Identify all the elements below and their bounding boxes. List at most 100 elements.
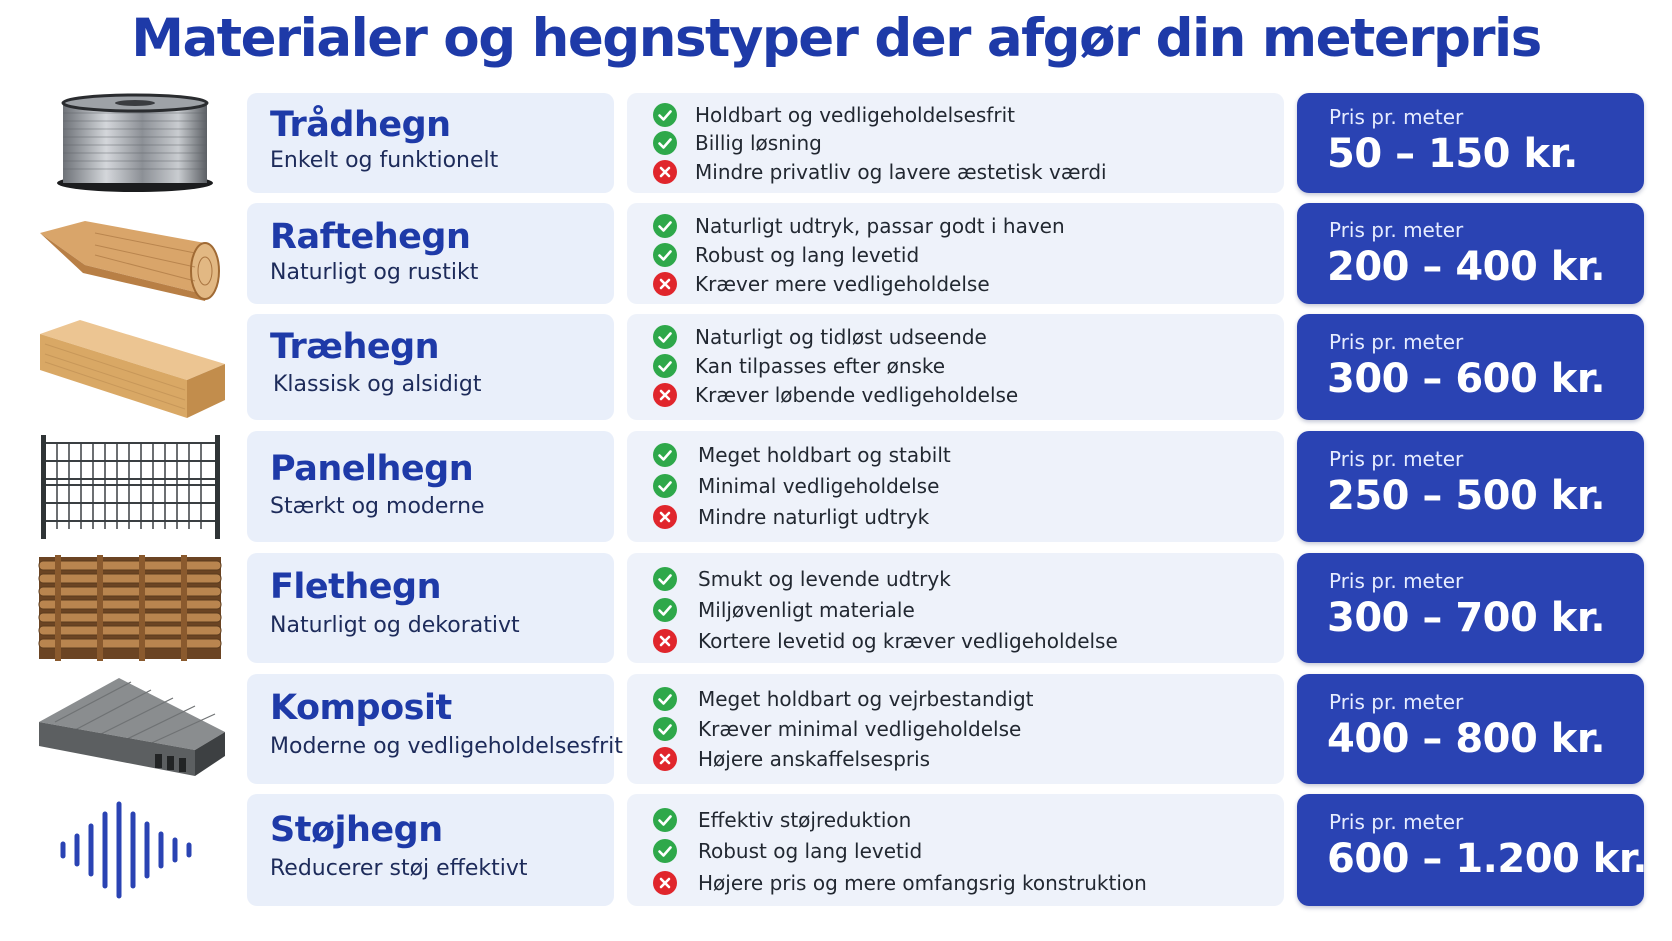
- price-card: Pris pr. meter 50 – 150 kr.: [1297, 93, 1644, 193]
- feature-pro: Billig løsning: [653, 130, 1273, 156]
- feature-con: Højere pris og mere omfangsrig konstrukt…: [653, 870, 1273, 896]
- price-card: Pris pr. meter 200 – 400 kr.: [1297, 203, 1644, 304]
- feature-pro: Holdbart og vedligeholdelsesfrit: [653, 102, 1273, 128]
- fence-name-card: Panelhegn Stærkt og moderne: [247, 431, 614, 542]
- feature-text: Naturligt og tidløst udseende: [695, 325, 987, 349]
- price-value: 250 – 500 kr.: [1327, 473, 1606, 519]
- price-value: 600 – 1.200 kr.: [1327, 836, 1648, 882]
- price-value: 50 – 150 kr.: [1327, 131, 1578, 177]
- feature-pro: Robust og lang levetid: [653, 838, 1273, 864]
- wire-spool-image: [35, 93, 225, 193]
- cross-icon: [653, 505, 677, 529]
- feature-pro: Effektiv støjreduktion: [653, 807, 1273, 833]
- feature-text: Kortere levetid og kræver vedligeholdels…: [698, 629, 1118, 653]
- fence-subtitle: Reducerer støj effektivt: [270, 856, 528, 881]
- check-icon: [653, 598, 677, 622]
- price-label: Pris pr. meter: [1329, 330, 1464, 354]
- feature-text: Højere pris og mere omfangsrig konstrukt…: [698, 871, 1147, 895]
- feature-text: Kræver mere vedligeholdelse: [695, 272, 990, 296]
- fence-row-panelhegn: Panelhegn Stærkt og moderne Meget holdba…: [0, 431, 1672, 542]
- price-label: Pris pr. meter: [1329, 810, 1464, 834]
- check-icon: [653, 839, 677, 863]
- check-icon: [653, 474, 677, 498]
- price-card: Pris pr. meter 400 – 800 kr.: [1297, 674, 1644, 784]
- feature-pro: Kræver minimal vedligeholdelse: [653, 716, 1273, 742]
- check-icon: [653, 443, 677, 467]
- check-icon: [653, 103, 677, 127]
- price-label: Pris pr. meter: [1329, 105, 1464, 129]
- fence-name: Trådhegn: [270, 105, 451, 145]
- feature-text: Kan tilpasses efter ønske: [695, 354, 946, 378]
- feature-text: Kræver minimal vedligeholdelse: [698, 717, 1022, 741]
- check-icon: [653, 325, 677, 349]
- feature-text: Minimal vedligeholdelse: [698, 474, 940, 498]
- fence-row-komposit: Komposit Moderne og vedligeholdelsesfrit…: [0, 674, 1672, 784]
- price-label: Pris pr. meter: [1329, 218, 1464, 242]
- feature-list: Smukt og levende udtryk Miljøvenligt mat…: [627, 553, 1284, 663]
- feature-pro: Smukt og levende udtryk: [653, 566, 1273, 592]
- woven-fence-image: [35, 553, 225, 663]
- fence-row-stojhegn: Støjhegn Reducerer støj effektivt Effekt…: [0, 794, 1672, 906]
- fence-row-traehegn: Træhegn Klassisk og alsidigt Naturligt o…: [0, 314, 1672, 420]
- feature-con: Højere anskaffelsespris: [653, 746, 1273, 772]
- feature-pro: Miljøvenligt materiale: [653, 597, 1273, 623]
- check-icon: [653, 717, 677, 741]
- fence-name-card: Støjhegn Reducerer støj effektivt: [247, 794, 614, 906]
- fence-name-card: Flethegn Naturligt og dekorativt: [247, 553, 614, 663]
- feature-list: Meget holdbart og vejrbestandigt Kræver …: [627, 674, 1284, 784]
- feature-pro: Meget holdbart og vejrbestandigt: [653, 686, 1273, 712]
- price-card: Pris pr. meter 300 – 700 kr.: [1297, 553, 1644, 663]
- feature-con: Mindre privatliv og lavere æstetisk værd…: [653, 159, 1273, 185]
- feature-text: Robust og lang levetid: [698, 839, 923, 863]
- feature-text: Meget holdbart og stabilt: [698, 443, 951, 467]
- cross-icon: [653, 272, 677, 296]
- feature-list: Holdbart og vedligeholdelsesfrit Billig …: [627, 93, 1284, 193]
- feature-list: Naturligt udtryk, passar godt i haven Ro…: [627, 203, 1284, 304]
- feature-text: Billig løsning: [695, 131, 822, 155]
- feature-pro: Robust og lang levetid: [653, 242, 1273, 268]
- check-icon: [653, 687, 677, 711]
- cross-icon: [653, 160, 677, 184]
- fence-name-card: Raftehegn Naturligt og rustikt: [247, 203, 614, 304]
- feature-list: Effektiv støjreduktion Robust og lang le…: [627, 794, 1284, 906]
- feature-pro: Meget holdbart og stabilt: [653, 442, 1273, 468]
- feature-text: Mindre privatliv og lavere æstetisk værd…: [695, 160, 1107, 184]
- fence-name: Komposit: [270, 688, 452, 728]
- feature-pro: Naturligt udtryk, passar godt i haven: [653, 213, 1273, 239]
- fence-name: Panelhegn: [270, 449, 474, 489]
- price-label: Pris pr. meter: [1329, 690, 1464, 714]
- fence-row-raftehegn: Raftehegn Naturligt og rustikt Naturligt…: [0, 203, 1672, 304]
- fence-name-card: Træhegn Klassisk og alsidigt: [247, 314, 614, 420]
- fence-subtitle: Naturligt og rustikt: [270, 260, 479, 285]
- cross-icon: [653, 629, 677, 653]
- page-title: Materialer og hegnstyper der afgør din m…: [131, 8, 1542, 69]
- check-icon: [653, 567, 677, 591]
- price-label: Pris pr. meter: [1329, 447, 1464, 471]
- fence-name: Træhegn: [270, 327, 440, 367]
- feature-con: Kræver mere vedligeholdelse: [653, 271, 1273, 297]
- feature-text: Effektiv støjreduktion: [698, 808, 912, 832]
- check-icon: [653, 214, 677, 238]
- feature-text: Holdbart og vedligeholdelsesfrit: [695, 103, 1015, 127]
- price-value: 300 – 600 kr.: [1327, 356, 1606, 402]
- feature-text: Robust og lang levetid: [695, 243, 920, 267]
- price-card: Pris pr. meter 250 – 500 kr.: [1297, 431, 1644, 542]
- fence-subtitle: Naturligt og dekorativt: [270, 613, 520, 638]
- feature-text: Smukt og levende udtryk: [698, 567, 951, 591]
- check-icon: [653, 131, 677, 155]
- fence-subtitle: Enkelt og funktionelt: [270, 148, 499, 173]
- cross-icon: [653, 383, 677, 407]
- sound-wave-icon: [35, 794, 225, 906]
- fence-name-card: Trådhegn Enkelt og funktionelt: [247, 93, 614, 193]
- price-value: 400 – 800 kr.: [1327, 716, 1606, 762]
- fence-row-tradhegn: Trådhegn Enkelt og funktionelt Holdbart …: [0, 93, 1672, 193]
- feature-pro: Naturligt og tidløst udseende: [653, 324, 1273, 350]
- feature-text: Mindre naturligt udtryk: [698, 505, 930, 529]
- feature-list: Meget holdbart og stabilt Minimal vedlig…: [627, 431, 1284, 542]
- fence-name: Støjhegn: [270, 810, 443, 850]
- price-label: Pris pr. meter: [1329, 569, 1464, 593]
- feature-list: Naturligt og tidløst udseende Kan tilpas…: [627, 314, 1284, 420]
- fence-name-card: Komposit Moderne og vedligeholdelsesfrit: [247, 674, 623, 784]
- feature-con: Kortere levetid og kræver vedligeholdels…: [653, 628, 1273, 654]
- feature-text: Miljøvenligt materiale: [698, 598, 915, 622]
